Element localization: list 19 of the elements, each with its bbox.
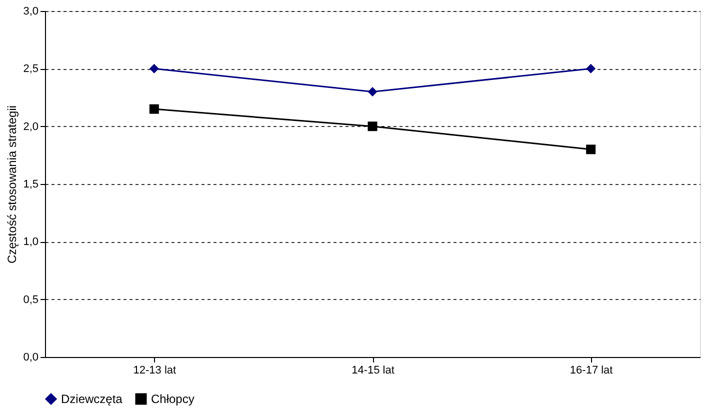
x-tick-label: 14-15 lat (352, 364, 394, 376)
y-tick-label: 3,0 (23, 6, 38, 18)
x-tick-label: 12-13 lat (133, 364, 176, 376)
point (368, 86, 378, 96)
y-tick-label: 0,0 (23, 352, 38, 364)
y-tick-label: 0,5 (23, 294, 38, 306)
legend-label: Chłopcy (151, 392, 194, 406)
point (586, 144, 596, 154)
point (586, 64, 596, 74)
point (368, 122, 378, 132)
point (149, 104, 159, 114)
y-tick-label: 1,5 (23, 178, 38, 190)
point (149, 64, 159, 74)
y-tick-label: 2,0 (23, 120, 38, 133)
x-tick-label: 16-17 lat (570, 364, 613, 376)
y-tick-label: 2,5 (23, 63, 38, 76)
y-tick-label: 1,0 (23, 236, 38, 248)
y-axis-title: Częstość stosowania strategii (5, 105, 20, 264)
legend-label: Dziewczęta (61, 392, 123, 406)
